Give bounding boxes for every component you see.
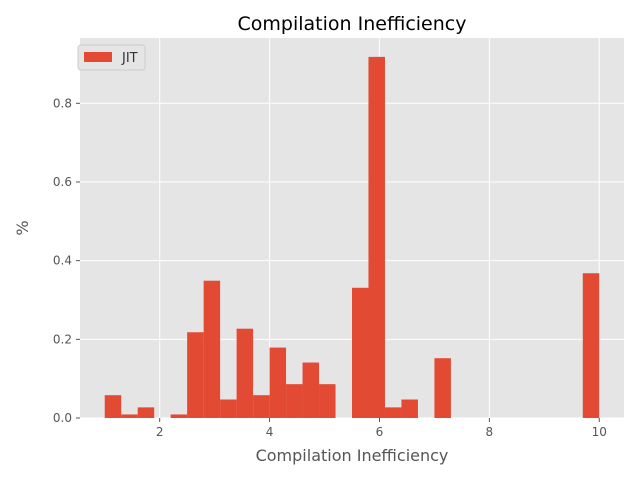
x-tick-label: 6 xyxy=(376,425,384,439)
x-axis-label: Compilation Inefficiency xyxy=(256,446,449,465)
histogram-bar xyxy=(137,407,155,418)
histogram-bar xyxy=(121,414,138,418)
x-tick-label: 8 xyxy=(486,425,494,439)
y-tick-label: 0.8 xyxy=(53,96,72,110)
histogram-bar xyxy=(170,414,188,418)
histogram-bar xyxy=(384,407,402,418)
y-tick-label: 0.6 xyxy=(53,175,72,189)
histogram-bar xyxy=(187,332,204,418)
y-tick-label: 0.0 xyxy=(53,411,72,425)
histogram-bar xyxy=(434,358,451,418)
legend: JIT xyxy=(77,44,146,71)
histogram-bar xyxy=(203,280,221,418)
histogram-bar xyxy=(582,273,600,418)
x-tick-label: 4 xyxy=(266,425,274,439)
histogram-bar xyxy=(236,328,254,418)
histogram-bar xyxy=(104,395,122,418)
x-tick-label: 10 xyxy=(592,425,607,439)
histogram-bar xyxy=(401,399,418,418)
histogram-bar xyxy=(319,384,336,418)
histogram-bar xyxy=(302,362,320,418)
chart-title: Compilation Inefficiency xyxy=(238,13,467,35)
bars-group xyxy=(104,56,600,418)
y-tick-label: 0.4 xyxy=(53,254,72,268)
x-tick-label: 2 xyxy=(156,425,164,439)
y-axis-ticks: 0.0 0.2 0.4 0.6 0.8 xyxy=(53,96,80,425)
x-axis-ticks: 2 4 6 8 10 xyxy=(156,418,607,439)
y-tick-label: 0.2 xyxy=(53,332,72,346)
histogram-bar xyxy=(269,347,287,418)
histogram-bar xyxy=(286,384,303,418)
legend-swatch xyxy=(84,52,112,62)
legend-label: JIT xyxy=(121,51,138,66)
histogram-bar xyxy=(220,399,237,418)
histogram-bar xyxy=(253,395,270,418)
histogram-bar xyxy=(352,287,369,418)
y-axis-label: % xyxy=(13,220,32,235)
histogram-bar xyxy=(368,56,385,418)
